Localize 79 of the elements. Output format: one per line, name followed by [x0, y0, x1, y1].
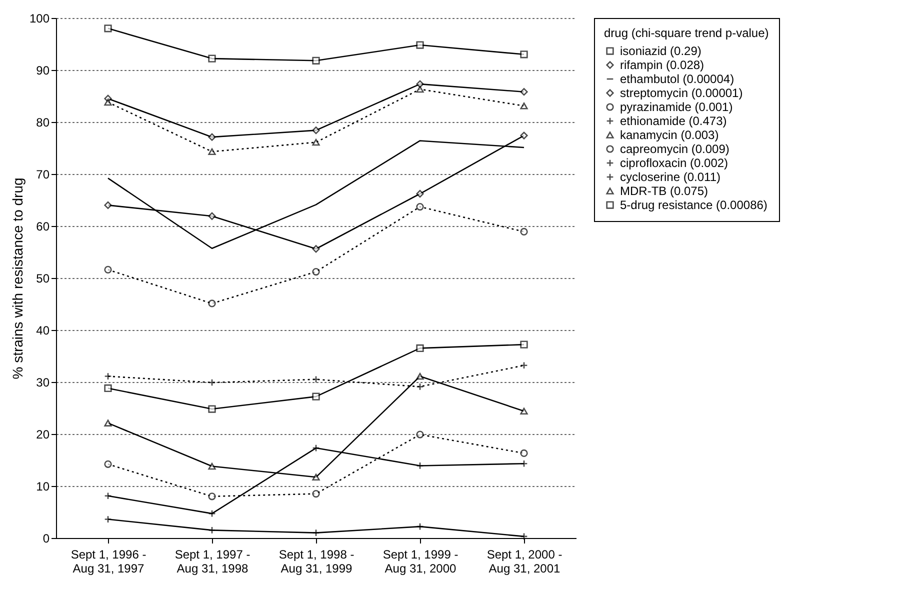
point [104, 201, 112, 210]
legend-label: streptomycin (0.00001) [620, 86, 743, 100]
point [416, 430, 424, 438]
x-tick-label: Sept 1, 1996 - Aug 31, 1997 [70, 548, 146, 576]
point [104, 384, 112, 392]
point [416, 522, 424, 530]
point [208, 492, 216, 500]
legend-title: drug (chi-square trend p-value) [604, 26, 769, 40]
y-tick-label: 30 [36, 376, 50, 390]
point [416, 41, 424, 49]
point [104, 372, 112, 380]
legend-label: ethambutol (0.00004) [620, 72, 734, 86]
point [208, 526, 216, 534]
y-tick-label: 20 [36, 428, 50, 442]
x-tick-label: Sept 1, 1997 - Aug 31, 1998 [174, 548, 250, 576]
legend-label: ethionamide (0.473) [620, 114, 727, 128]
point [416, 372, 424, 380]
point [520, 340, 528, 348]
y-tick-label: 10 [36, 480, 50, 494]
point [416, 382, 424, 390]
point [208, 133, 216, 141]
point [520, 88, 528, 96]
x-tick-label: Sept 1, 2000 - Aug 31, 2001 [486, 548, 562, 576]
point [312, 376, 320, 384]
point [520, 408, 528, 415]
legend-label: isoniazid (0.29) [620, 44, 702, 58]
legend-label: kanamycin (0.003) [620, 128, 719, 142]
point [416, 202, 424, 211]
y-tick-label: 50 [36, 272, 50, 286]
point [312, 126, 320, 134]
y-tick-label: 0 [42, 532, 50, 546]
point [104, 420, 112, 426]
point [416, 344, 424, 352]
y-tick-label: 90 [36, 64, 50, 78]
point [312, 56, 320, 64]
point [208, 300, 216, 308]
legend-label: ciprofloxacin (0.002) [620, 156, 728, 170]
point [104, 24, 112, 32]
point [208, 378, 216, 386]
point [520, 228, 528, 236]
point [520, 449, 528, 458]
point [416, 86, 424, 93]
point [416, 190, 424, 198]
point [312, 444, 320, 452]
legend-label: pyrazinamide (0.001) [620, 100, 733, 114]
point [312, 245, 320, 253]
x-tick-label: Sept 1, 1999 - Aug 31, 2000 [382, 548, 458, 576]
legend-label: rifampin (0.028) [620, 58, 704, 72]
point [416, 80, 424, 88]
point [312, 490, 320, 498]
point [312, 474, 320, 481]
point [520, 102, 528, 110]
point [520, 50, 528, 58]
y-tick-label: 40 [36, 324, 50, 338]
point [312, 138, 320, 146]
y-tick-label: 100 [29, 12, 50, 26]
legend-label: 5-drug resistance (0.00086) [620, 198, 768, 212]
legend-label: cycloserine (0.011) [620, 170, 720, 184]
legend-label: MDR-TB (0.075) [620, 184, 708, 198]
y-tick-label: 70 [36, 168, 50, 182]
point [312, 268, 320, 276]
point [520, 362, 528, 370]
point [104, 266, 112, 274]
point [208, 54, 216, 62]
point [104, 98, 112, 106]
x-tick-label: Sept 1, 1998 - Aug 31, 1999 [278, 548, 354, 576]
legend-label: capreomycin (0.009) [620, 142, 730, 156]
y-axis-title: % strains with resistance to drug [9, 178, 26, 380]
point [208, 510, 216, 518]
point [208, 212, 216, 220]
y-tick-label: 80 [36, 116, 50, 130]
y-tick-label: 60 [36, 220, 50, 234]
point [208, 462, 216, 470]
point [312, 392, 320, 400]
point [208, 405, 216, 413]
point [416, 462, 424, 470]
point [104, 460, 112, 468]
point [520, 132, 528, 140]
point [208, 148, 216, 156]
